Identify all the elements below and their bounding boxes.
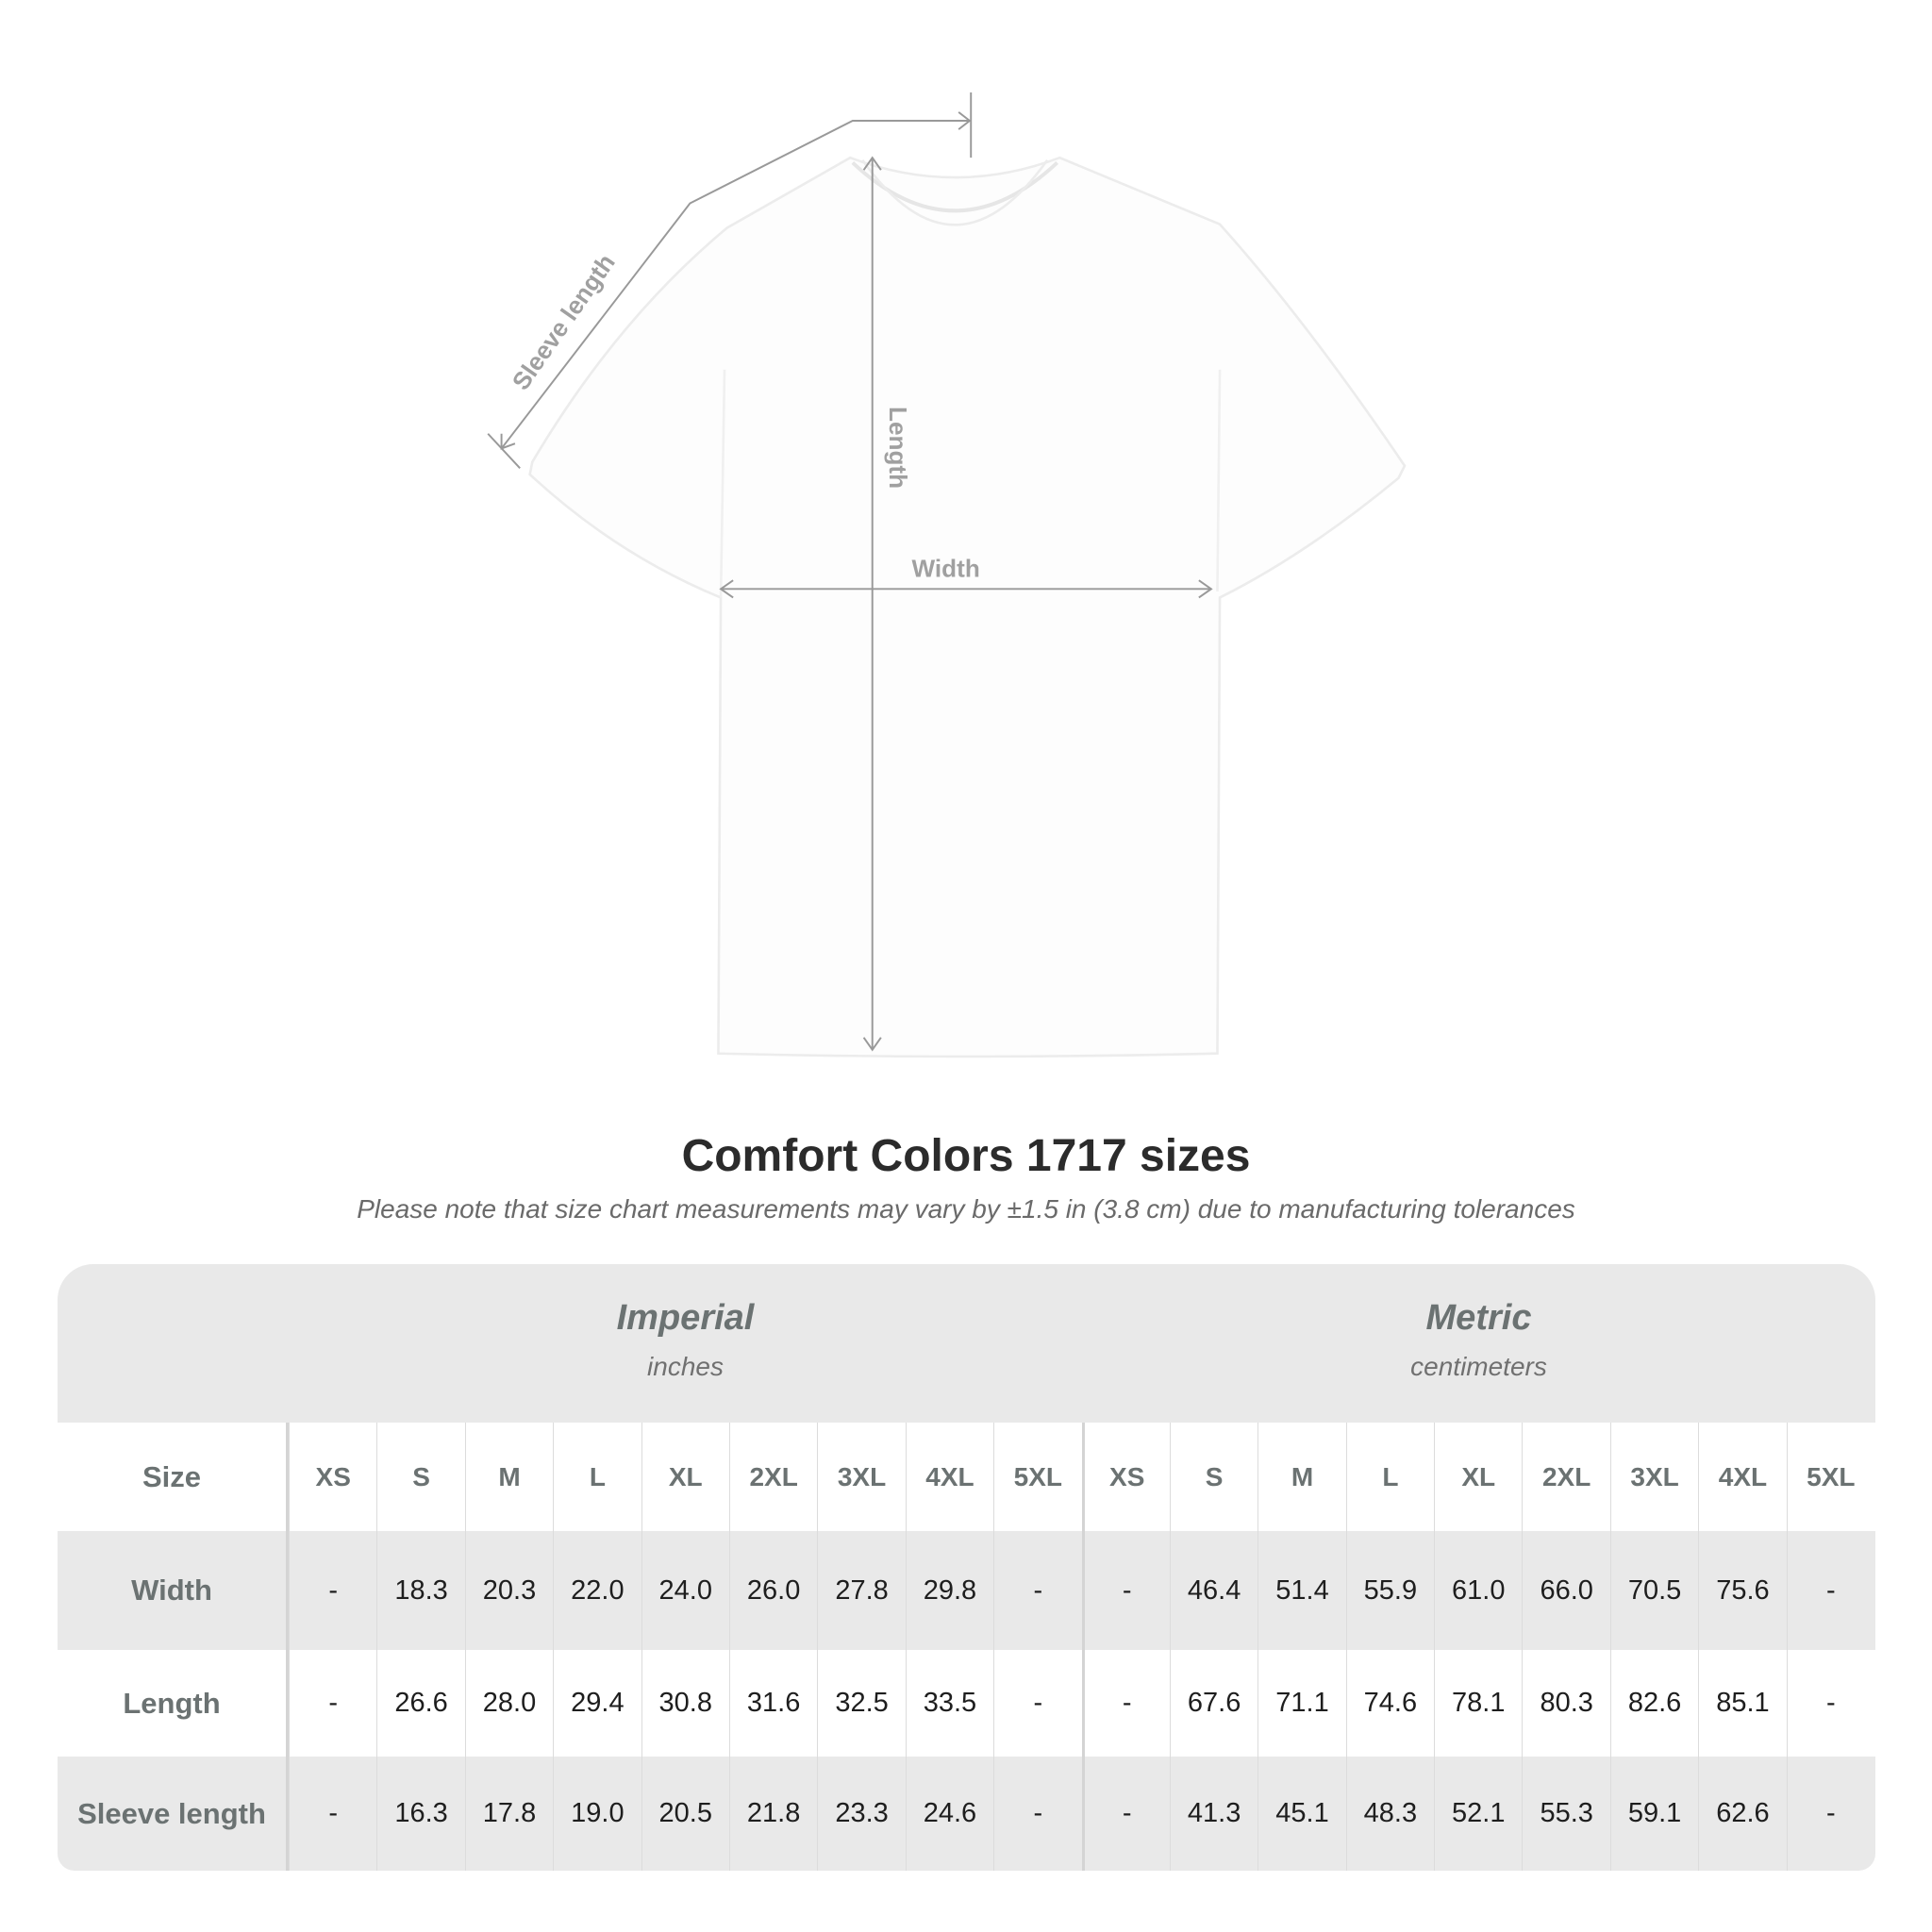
- value-cell-metric: 46.4: [1169, 1531, 1257, 1650]
- value-cell-metric: 45.1: [1257, 1757, 1345, 1871]
- value-cell-imperial: -: [289, 1650, 376, 1757]
- value-cell-metric: 78.1: [1434, 1650, 1522, 1757]
- size-header-row: Size XS S M L XL 2XL 3XL 4XL 5XL XS S M L XL 2XL 3XL 4XL 5…: [58, 1423, 1875, 1531]
- size-header-imperial: XS: [289, 1423, 376, 1531]
- value-cell-metric: 41.3: [1169, 1757, 1257, 1871]
- table-row: Width -18.3 20.3 22.0 24.0 26.0 27.8 29.8- -46.4…: [58, 1531, 1875, 1650]
- value-cell-imperial: 29.4: [553, 1650, 641, 1757]
- value-cell-metric: 52.1: [1434, 1757, 1522, 1871]
- value-cell-metric: 74.6: [1345, 1650, 1434, 1757]
- sleeve-length-measure: [487, 92, 973, 469]
- value-cell-metric: 55.9: [1345, 1531, 1434, 1650]
- size-header-metric: XL: [1434, 1423, 1522, 1531]
- value-cell-metric: -: [1081, 1531, 1170, 1650]
- row-label: Length: [58, 1650, 289, 1757]
- tolerance-note: Please note that size chart measurements…: [357, 1194, 1575, 1224]
- width-measure: [719, 579, 1213, 599]
- size-header-imperial: S: [376, 1423, 464, 1531]
- size-header-imperial: 4XL: [905, 1423, 993, 1531]
- value-cell-imperial: 16.3: [376, 1757, 464, 1871]
- value-cell-imperial: -: [993, 1531, 1081, 1650]
- value-cell-imperial: 29.8: [905, 1531, 993, 1650]
- value-cell-metric: 80.3: [1522, 1650, 1609, 1757]
- value-cell-imperial: 24.0: [641, 1531, 729, 1650]
- value-cell-metric: 51.4: [1257, 1531, 1345, 1650]
- value-cell-imperial: -: [993, 1757, 1081, 1871]
- size-header-imperial: L: [553, 1423, 641, 1531]
- value-cell-imperial: 23.3: [817, 1757, 905, 1871]
- size-header-imperial: M: [464, 1423, 553, 1531]
- value-cell-imperial: 21.8: [728, 1757, 817, 1871]
- metric-unit: centimeters: [1410, 1352, 1547, 1381]
- value-cell-metric: 82.6: [1609, 1650, 1698, 1757]
- value-cell-metric: 66.0: [1522, 1531, 1609, 1650]
- size-header-imperial: XL: [641, 1423, 729, 1531]
- imperial-label: Imperial: [616, 1298, 755, 1338]
- length-label: Length: [884, 407, 912, 489]
- value-cell-metric: -: [1786, 1650, 1874, 1757]
- value-cell-imperial: 32.5: [817, 1650, 905, 1757]
- value-cell-metric: 55.3: [1522, 1757, 1609, 1871]
- size-chart-table: Imperial inches Metric centimeters Size X…: [58, 1264, 1875, 1871]
- value-cell-imperial: 19.0: [553, 1757, 641, 1871]
- value-cell-imperial: 31.6: [728, 1650, 817, 1757]
- value-cell-imperial: 33.5: [905, 1650, 993, 1757]
- value-cell-metric: 59.1: [1609, 1757, 1698, 1871]
- value-cell-metric: 70.5: [1609, 1531, 1698, 1650]
- metric-header: Metric centimeters: [1082, 1264, 1875, 1423]
- value-cell-metric: -: [1081, 1757, 1170, 1871]
- value-cell-imperial: 24.6: [905, 1757, 993, 1871]
- value-cell-metric: -: [1786, 1531, 1874, 1650]
- value-cell-imperial: -: [289, 1531, 376, 1650]
- size-header-metric: 4XL: [1698, 1423, 1786, 1531]
- value-cell-imperial: 17.8: [464, 1757, 553, 1871]
- size-header-imperial: 5XL: [993, 1423, 1081, 1531]
- imperial-header: Imperial inches: [289, 1264, 1082, 1423]
- value-cell-metric: -: [1786, 1757, 1874, 1871]
- size-header-metric: 5XL: [1786, 1423, 1874, 1531]
- page-title: Comfort Colors 1717 sizes: [681, 1131, 1251, 1181]
- size-header-metric: XS: [1081, 1423, 1170, 1531]
- size-label: Size: [58, 1423, 289, 1531]
- size-header-metric: 2XL: [1522, 1423, 1609, 1531]
- value-cell-imperial: -: [289, 1757, 376, 1871]
- size-header-metric: L: [1345, 1423, 1434, 1531]
- value-cell-metric: 71.1: [1257, 1650, 1345, 1757]
- value-cell-imperial: 20.3: [464, 1531, 553, 1650]
- table-row: Sleeve length -16.3 17.8 19.0 20.5 21.8 23.3 24…: [58, 1757, 1875, 1871]
- value-cell-imperial: 28.0: [464, 1650, 553, 1757]
- value-cell-imperial: -: [993, 1650, 1081, 1757]
- size-header-metric: S: [1169, 1423, 1257, 1531]
- imperial-unit: inches: [647, 1352, 724, 1381]
- size-header-imperial: 2XL: [728, 1423, 817, 1531]
- value-cell-imperial: 30.8: [641, 1650, 729, 1757]
- size-header-metric: 3XL: [1609, 1423, 1698, 1531]
- table-row: Length -26.6 28.0 29.4 30.8 31.6 32.5 33.5- -67.…: [58, 1650, 1875, 1757]
- value-cell-imperial: 22.0: [553, 1531, 641, 1650]
- value-cell-imperial: 20.5: [641, 1757, 729, 1871]
- value-cell-metric: 61.0: [1434, 1531, 1522, 1650]
- size-header-metric: M: [1257, 1423, 1345, 1531]
- value-cell-imperial: 27.8: [817, 1531, 905, 1650]
- value-cell-metric: 67.6: [1169, 1650, 1257, 1757]
- value-cell-imperial: 26.0: [728, 1531, 817, 1650]
- tshirt-image: [528, 156, 1407, 1058]
- value-cell-metric: 62.6: [1698, 1757, 1786, 1871]
- value-cell-imperial: 26.6: [376, 1650, 464, 1757]
- length-measure: [862, 156, 882, 1052]
- value-cell-metric: 85.1: [1698, 1650, 1786, 1757]
- value-cell-metric: 75.6: [1698, 1531, 1786, 1650]
- row-label: Sleeve length: [58, 1757, 289, 1871]
- size-header-imperial: 3XL: [817, 1423, 905, 1531]
- width-label: Width: [912, 554, 980, 582]
- row-label: Width: [58, 1531, 289, 1650]
- value-cell-imperial: 18.3: [376, 1531, 464, 1650]
- value-cell-metric: -: [1081, 1650, 1170, 1757]
- value-cell-metric: 48.3: [1345, 1757, 1434, 1871]
- metric-label: Metric: [1425, 1298, 1532, 1338]
